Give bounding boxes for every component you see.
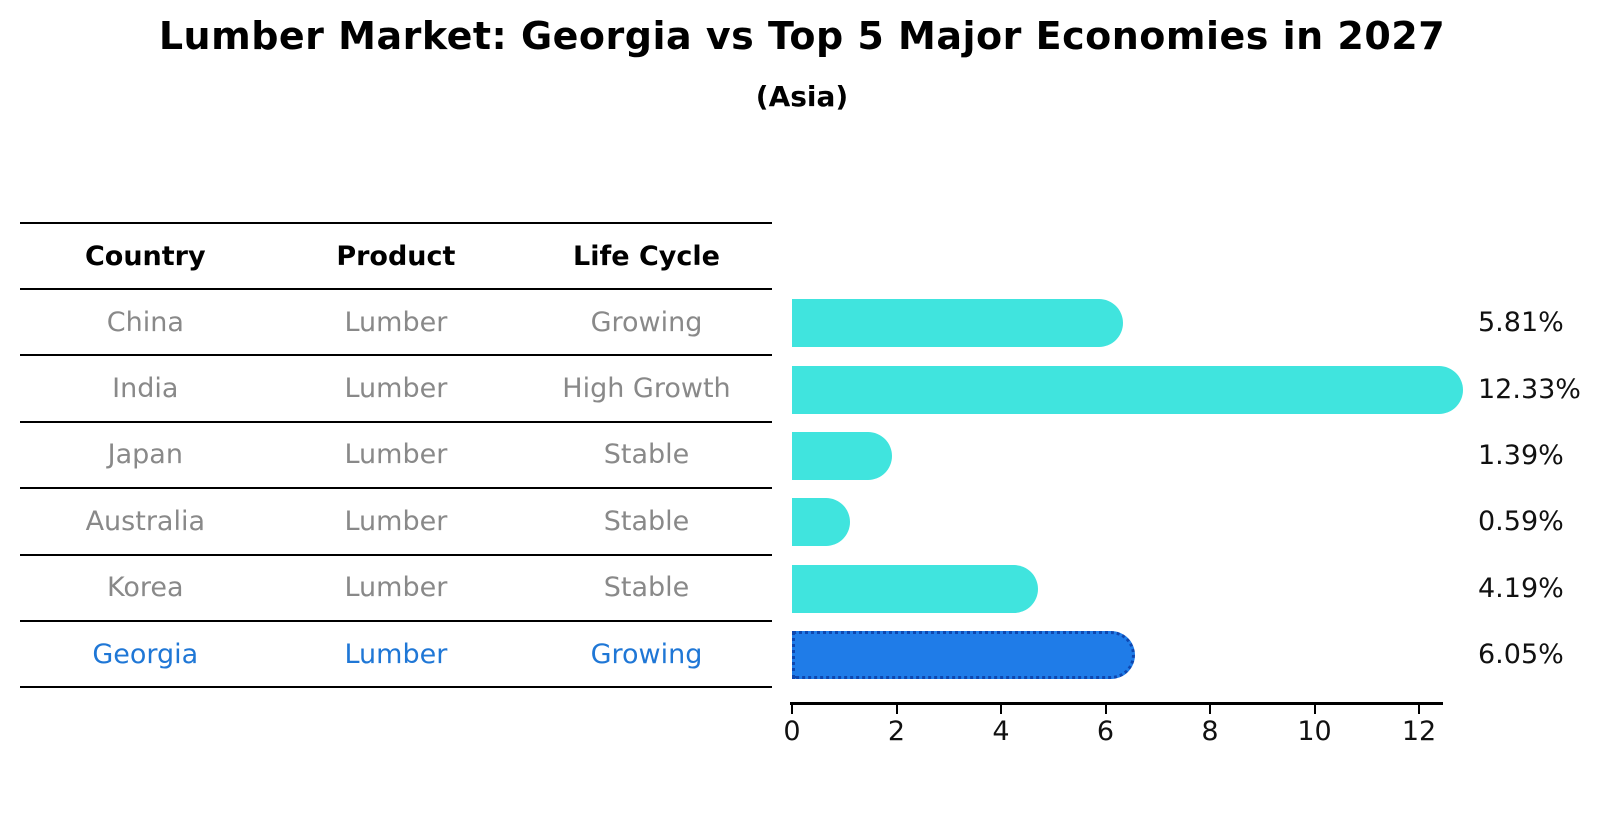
cell-country: Australia bbox=[85, 505, 206, 537]
x-axis-tick bbox=[1418, 705, 1420, 714]
table-row: Georgia Lumber Growing bbox=[20, 622, 772, 689]
cell-life-cycle: Growing bbox=[590, 306, 703, 338]
bar-korea bbox=[792, 564, 1038, 613]
cell-life-cycle: Growing bbox=[590, 638, 703, 670]
cell-life-cycle: Stable bbox=[603, 505, 690, 537]
bar-india bbox=[792, 365, 1464, 414]
table-row: Japan Lumber Stable bbox=[20, 423, 772, 490]
x-axis-tick-label: 12 bbox=[1401, 716, 1437, 747]
column-header-life-cycle: Life Cycle bbox=[573, 240, 720, 272]
x-axis-tick bbox=[1104, 705, 1107, 714]
cell-country: Japan bbox=[107, 439, 183, 471]
x-axis-tick bbox=[895, 705, 898, 714]
bar-value-label: 5.81% bbox=[1478, 307, 1564, 339]
x-axis-tick bbox=[1313, 705, 1316, 714]
table-row: Korea Lumber Stable bbox=[20, 556, 772, 622]
cell-country: China bbox=[106, 306, 184, 338]
x-axis-tick bbox=[1000, 705, 1002, 714]
cell-country: Georgia bbox=[92, 638, 199, 670]
chart-title: Lumber Market: Georgia vs Top 5 Major Ec… bbox=[158, 14, 1446, 58]
table-row: China Lumber Growing bbox=[20, 290, 772, 357]
cell-country: India bbox=[112, 373, 179, 405]
bar-china bbox=[792, 299, 1123, 348]
country-table: Country Product Life Cycle China Lumber Gr… bbox=[20, 222, 772, 689]
cell-life-cycle: High Growth bbox=[562, 373, 731, 405]
table-header-row: Country Product Life Cycle bbox=[20, 222, 772, 290]
cell-life-cycle: Stable bbox=[603, 572, 690, 604]
cell-product: Lumber bbox=[344, 373, 448, 405]
x-axis-tick bbox=[1209, 705, 1211, 714]
x-axis-tick-label: 6 bbox=[1096, 716, 1115, 747]
cell-life-cycle: Stable bbox=[603, 439, 690, 471]
table-row: Australia Lumber Stable bbox=[20, 489, 772, 556]
x-axis-tick-label: 10 bbox=[1297, 716, 1332, 747]
column-header-country: Country bbox=[84, 240, 206, 272]
bar-australia bbox=[792, 498, 850, 547]
cell-product: Lumber bbox=[344, 638, 448, 670]
bar-japan bbox=[792, 432, 892, 480]
table-row: India Lumber High Growth bbox=[20, 356, 772, 423]
cell-country: Korea bbox=[107, 572, 184, 604]
bar-value-label: 0.59% bbox=[1478, 506, 1564, 538]
x-axis-tick-label: 4 bbox=[992, 716, 1010, 747]
highlight-bar-georgia bbox=[792, 631, 1136, 680]
bar-value-label: 4.19% bbox=[1478, 572, 1564, 604]
column-header-product: Product bbox=[336, 240, 456, 272]
chart-subtitle: (Asia) bbox=[755, 80, 849, 113]
x-axis-tick bbox=[791, 705, 793, 714]
bar-value-label: 12.33% bbox=[1478, 373, 1581, 405]
cell-product: Lumber bbox=[344, 505, 448, 537]
x-axis-tick-label: 8 bbox=[1201, 716, 1219, 747]
bar-value-label: 1.39% bbox=[1478, 440, 1564, 471]
cell-product: Lumber bbox=[344, 306, 448, 338]
cell-product: Lumber bbox=[344, 439, 448, 471]
x-axis-tick-label: 0 bbox=[783, 716, 801, 747]
x-axis-tick-label: 2 bbox=[887, 716, 906, 747]
cell-product: Lumber bbox=[344, 572, 448, 604]
bar-value-label: 6.05% bbox=[1478, 639, 1564, 671]
x-axis-line bbox=[790, 702, 1443, 705]
